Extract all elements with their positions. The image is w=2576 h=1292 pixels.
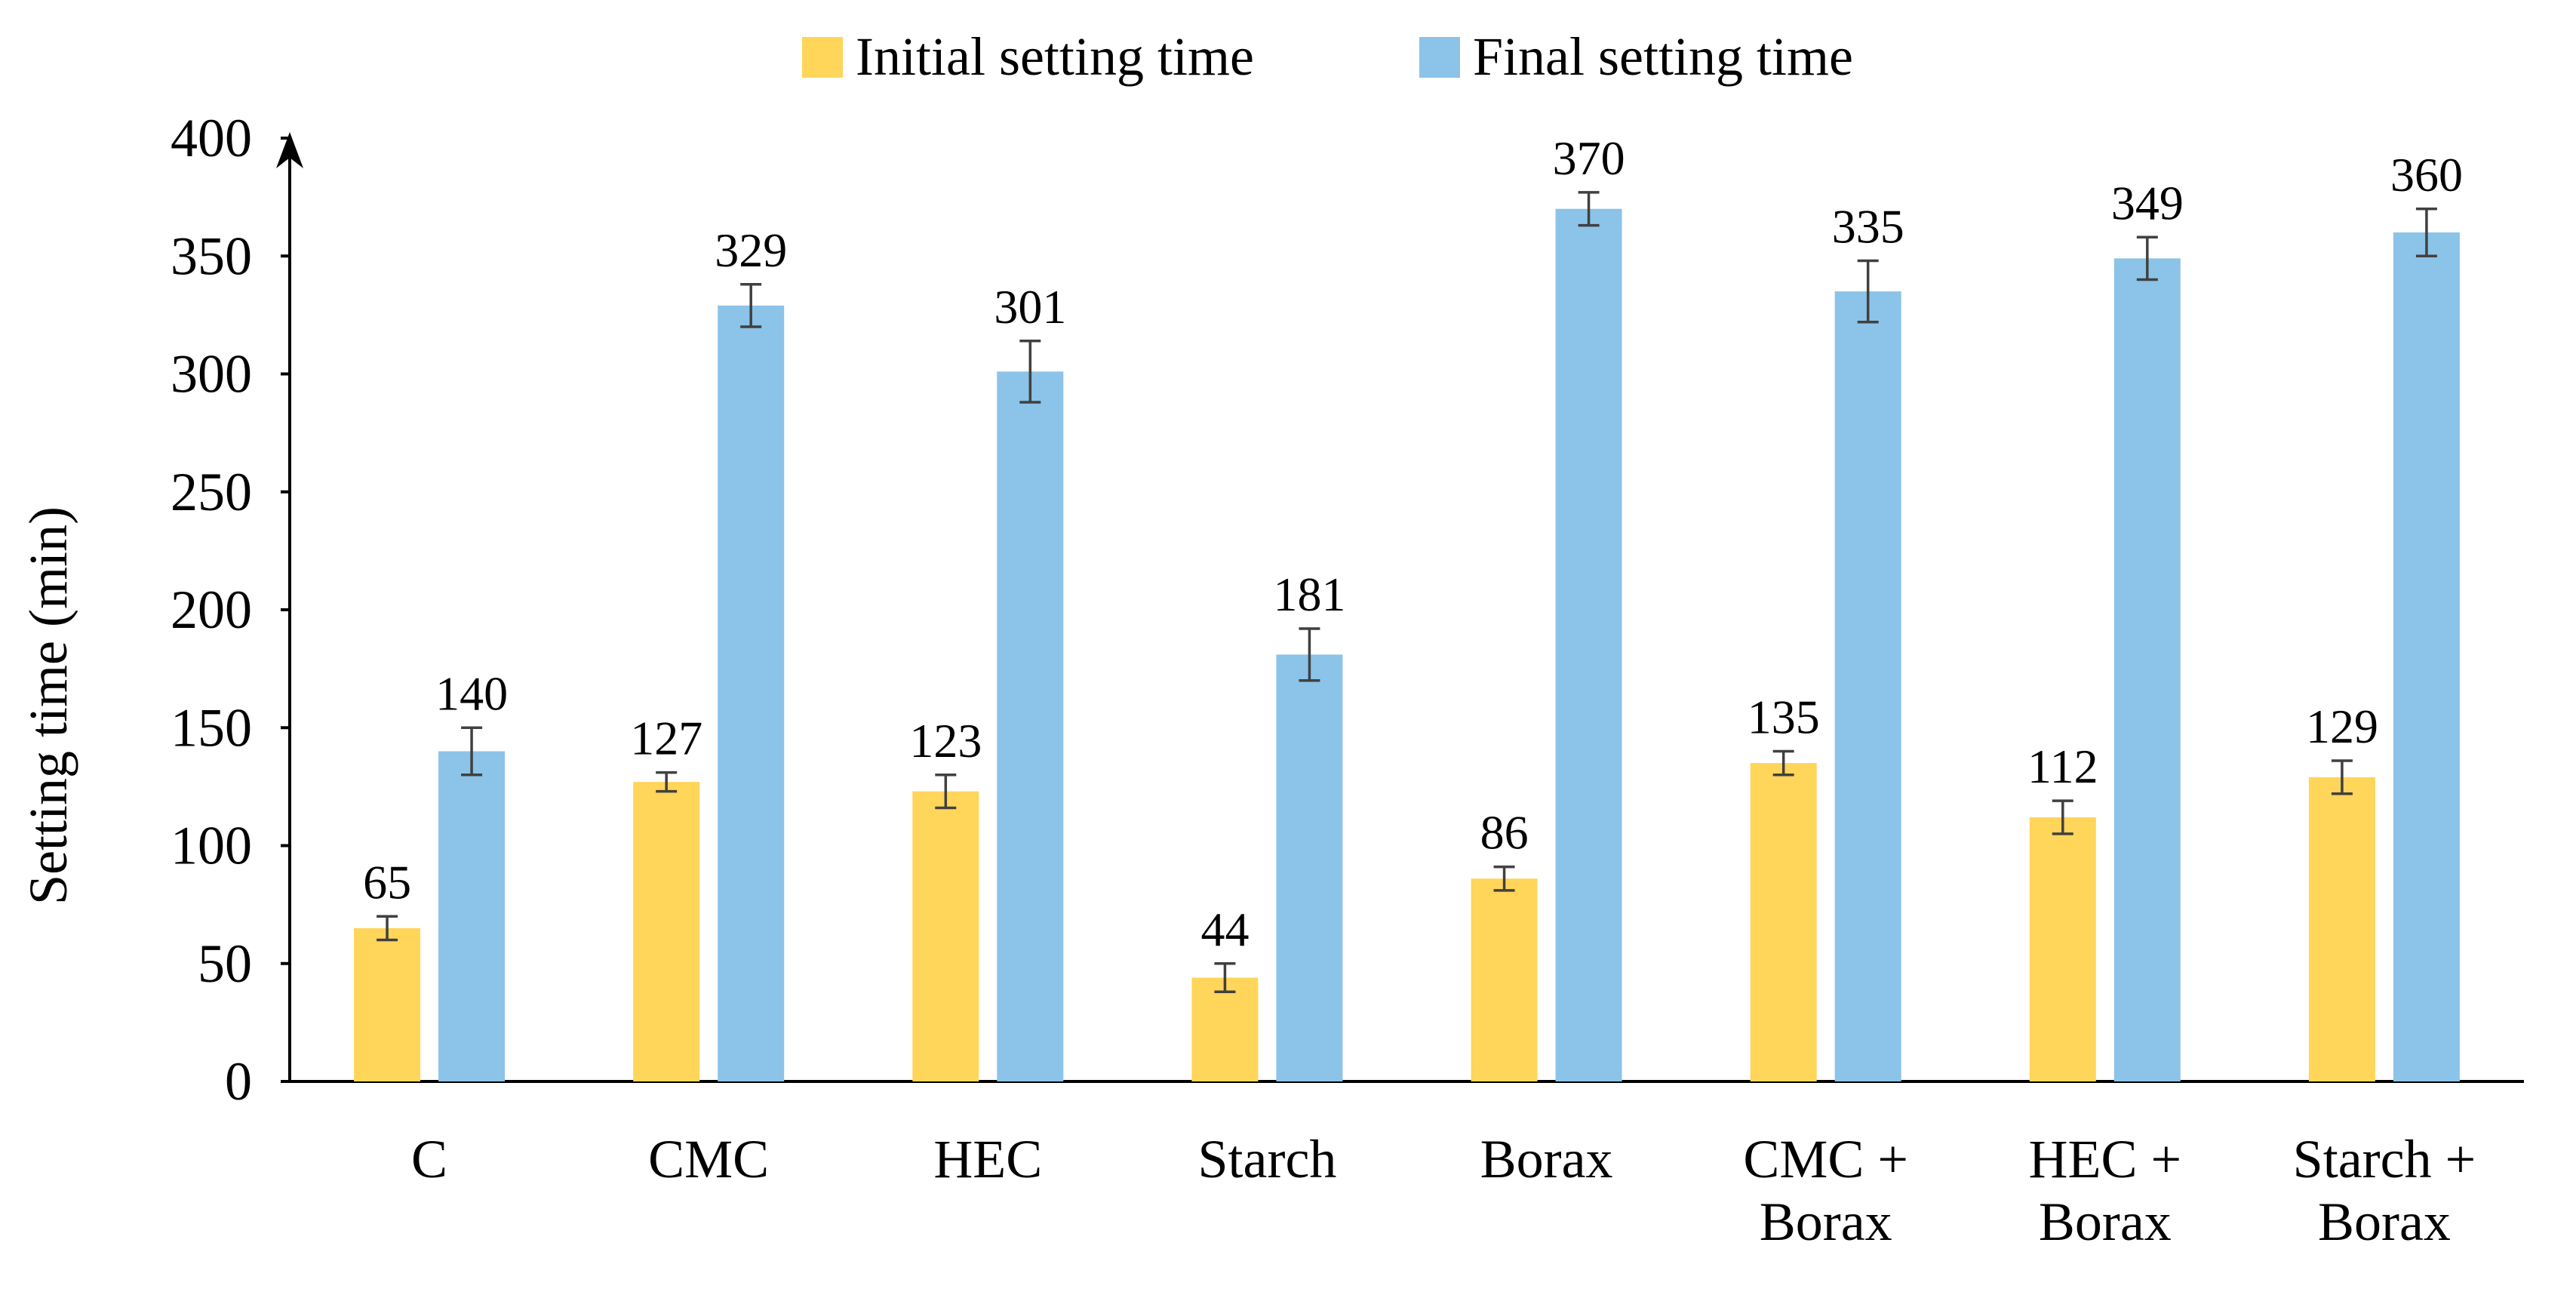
bar: [1555, 208, 1622, 1081]
data-label: 135: [1748, 691, 1820, 744]
bar: [1471, 878, 1538, 1081]
x-tick-label: Borax: [1760, 1192, 1892, 1252]
data-label: 140: [435, 666, 508, 720]
data-label: 301: [994, 280, 1066, 334]
bar: [438, 751, 506, 1081]
y-tick-label: 50: [198, 934, 252, 994]
bar: [912, 791, 979, 1081]
y-tick-label: 350: [171, 226, 252, 286]
data-label: 86: [1480, 806, 1529, 860]
y-tick-label: 400: [171, 108, 252, 168]
x-tick-label: Borax: [2039, 1192, 2172, 1252]
bar: [1750, 763, 1817, 1081]
x-tick-label: Borax: [2318, 1192, 2451, 1252]
bar: [718, 305, 785, 1081]
y-axis-title: Setting time (min): [18, 506, 78, 905]
bar: [2308, 777, 2375, 1081]
legend-label: Initial setting time: [856, 26, 1254, 87]
bars: [354, 191, 2460, 1081]
y-tick-label: 200: [171, 580, 252, 640]
x-tick-label: C: [411, 1129, 447, 1189]
x-tick-label: CMC: [648, 1129, 769, 1189]
legend-label: Final setting time: [1473, 26, 1853, 87]
data-label: 370: [1553, 131, 1625, 185]
legend: Initial setting time Final setting time: [802, 26, 1853, 87]
x-tick-label: Starch +: [2293, 1129, 2476, 1189]
labels: 65 140 C 127 329 CMC 123 301 HEC 44 181 Starch 86 370…: [363, 131, 2476, 1252]
bar: [997, 371, 1064, 1081]
x-tick-label: HEC: [933, 1129, 1042, 1189]
x-tick-label: HEC +: [2029, 1129, 2182, 1189]
bar: [2393, 232, 2460, 1081]
x-tick-label: Borax: [1480, 1129, 1613, 1189]
y-axis-arrow-icon: [276, 132, 303, 168]
bar: [1276, 654, 1343, 1081]
bar: [2029, 817, 2096, 1081]
bar: [633, 782, 700, 1081]
x-tick-label: Starch: [1197, 1129, 1336, 1189]
bar: [1834, 291, 1901, 1081]
data-label: 181: [1273, 568, 1345, 621]
y-tick-label: 250: [171, 462, 252, 522]
y-tick-label: 150: [171, 697, 252, 758]
data-label: 123: [909, 714, 982, 768]
x-tick-label: CMC +: [1743, 1129, 1908, 1189]
y-tick-label: 300: [171, 344, 252, 405]
y-tick-label: 100: [171, 816, 252, 876]
data-label: 65: [363, 855, 411, 909]
axes: 0 50 100 150 200 250 300 350 400: [171, 108, 2524, 1112]
data-label: 360: [2390, 148, 2463, 201]
bar: [2113, 258, 2181, 1081]
bar: [354, 927, 421, 1081]
data-label: 329: [715, 223, 787, 277]
legend-swatch: [1419, 37, 1460, 78]
bar: [1191, 977, 1259, 1081]
data-label: 112: [2027, 740, 2098, 793]
data-label: 349: [2111, 176, 2184, 229]
legend-swatch: [802, 37, 843, 78]
data-label: 44: [1200, 903, 1249, 956]
data-label: 127: [630, 712, 702, 765]
y-tick-label: 0: [225, 1051, 252, 1112]
data-label: 129: [2306, 700, 2378, 753]
data-label: 335: [1832, 200, 1904, 254]
